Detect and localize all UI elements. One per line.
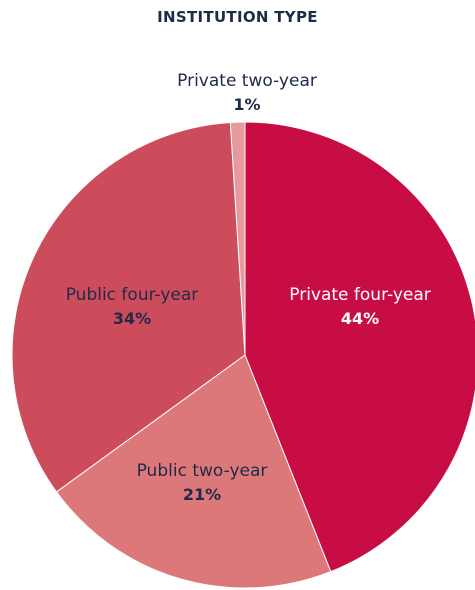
- chart-title: INSTITUTION TYPE: [157, 8, 318, 26]
- pie-slice-public-two-year: [55, 354, 332, 589]
- slice-label-public-four-year: Public four-year: [66, 285, 199, 305]
- slice-value-private-two-year: 1%: [233, 95, 260, 114]
- slice-label-private-two-year: Private two-year: [177, 71, 317, 91]
- pie-slice-private-two-year: [229, 121, 246, 356]
- slice-value-public-two-year: 21%: [183, 485, 221, 504]
- pie-slice-private-four-year: [244, 121, 475, 573]
- pie-slice-public-four-year: [11, 121, 246, 493]
- slice-label-public-two-year: Public two-year: [137, 461, 268, 481]
- slice-value-public-four-year: 34%: [113, 309, 151, 328]
- slice-value-private-four-year: 44%: [341, 309, 379, 328]
- slice-label-private-four-year: Private four-year: [289, 285, 431, 305]
